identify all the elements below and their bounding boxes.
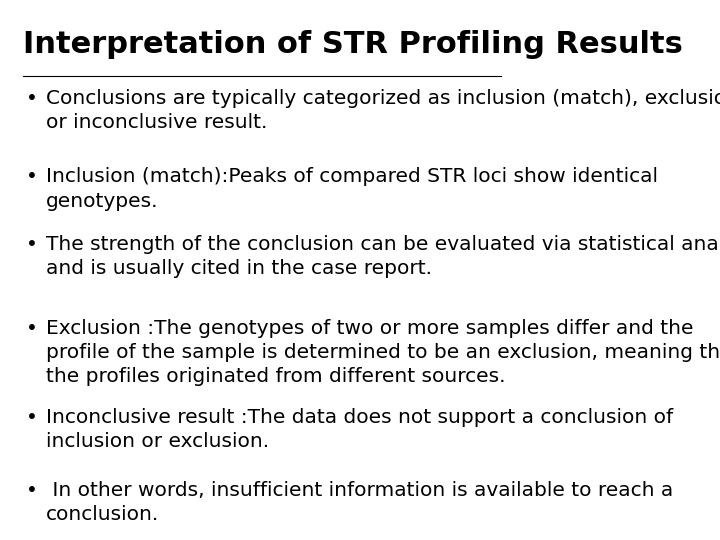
Text: Interpretation of STR Profiling Results: Interpretation of STR Profiling Results [23, 30, 683, 59]
Text: Inconclusive result :The data does not support a conclusion of
inclusion or excl: Inconclusive result :The data does not s… [46, 408, 673, 451]
Text: •: • [25, 481, 37, 500]
Text: In other words, insufficient information is available to reach a
conclusion.: In other words, insufficient information… [46, 481, 673, 524]
Text: Exclusion :The genotypes of two or more samples differ and the
profile of the sa: Exclusion :The genotypes of two or more … [46, 319, 720, 386]
Text: Conclusions are typically categorized as inclusion (match), exclusion,
or inconc: Conclusions are typically categorized as… [46, 89, 720, 132]
Text: •: • [25, 408, 37, 427]
Text: •: • [25, 319, 37, 338]
Text: •: • [25, 235, 37, 254]
Text: The strength of the conclusion can be evaluated via statistical analysis
and is : The strength of the conclusion can be ev… [46, 235, 720, 278]
Text: Inclusion (match):Peaks of compared STR loci show identical
genotypes.: Inclusion (match):Peaks of compared STR … [46, 167, 658, 211]
Text: •: • [25, 167, 37, 186]
Text: •: • [25, 89, 37, 108]
